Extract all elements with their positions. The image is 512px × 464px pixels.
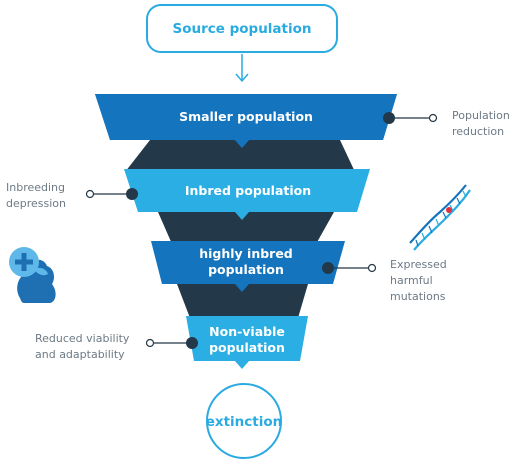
inbreeding-depression-end	[85, 189, 95, 199]
stage-3-label-line2: population	[208, 262, 284, 277]
stage-non-viable-population	[186, 316, 308, 369]
stage-2-label: Inbred population	[185, 183, 311, 198]
harmful-mutations-line1: Expressed	[390, 258, 447, 271]
extinction-label: extinction	[206, 414, 283, 430]
stage-inbred-population	[124, 169, 370, 220]
connector-2-3	[158, 212, 334, 244]
stage-highly-inbred-population	[151, 241, 345, 292]
reduced-viability-line1: Reduced viability	[35, 332, 130, 345]
connector-1-2	[125, 140, 355, 172]
harmful-mutations-end	[367, 263, 377, 273]
population-reduction-line1: Population	[452, 109, 510, 122]
reduced-viability-line2: and adaptability	[35, 348, 125, 361]
reduced-viability-marker	[186, 337, 198, 349]
population-reduction-line2: reduction	[452, 125, 504, 138]
population-reduction-marker	[383, 112, 395, 124]
connector-3-4	[177, 284, 308, 318]
harmful-mutations-marker	[322, 262, 334, 274]
stage-1-label: Smaller population	[179, 109, 313, 124]
stage-4-label-line2: population	[209, 340, 285, 355]
stage-4-label-line1: Non-viable	[209, 324, 285, 339]
source-population-box	[146, 4, 338, 53]
inbreeding-depression-line1: Inbreeding	[6, 181, 65, 194]
inbreeding-depression-line2: depression	[6, 197, 66, 210]
extinction-circle	[206, 383, 282, 459]
sick-dog-icon	[9, 247, 56, 303]
stage-smaller-population-shape	[95, 94, 397, 148]
population-reduction-end	[428, 113, 438, 123]
inbreeding-depression-marker	[126, 188, 138, 200]
reduced-viability-end	[145, 338, 155, 348]
stage-3-label-line1: highly inbred	[199, 246, 293, 261]
harmful-mutations-line2: harmful	[390, 274, 433, 287]
source-arrow-head	[235, 73, 249, 83]
dna-icon	[409, 184, 471, 251]
source-population-label: Source population	[172, 21, 311, 37]
harmful-mutations-line3: mutations	[390, 290, 446, 303]
